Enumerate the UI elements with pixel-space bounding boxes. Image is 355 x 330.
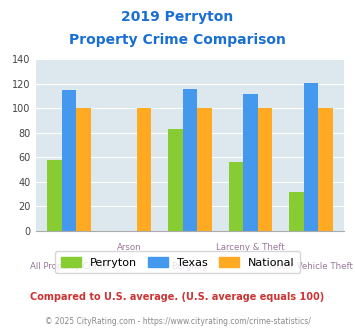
- Bar: [76, 109, 91, 231]
- Bar: [137, 109, 151, 231]
- Bar: [183, 89, 197, 231]
- Text: Burglary: Burglary: [171, 262, 208, 271]
- Legend: Perryton, Texas, National: Perryton, Texas, National: [55, 251, 300, 273]
- Bar: [318, 109, 333, 231]
- Text: Arson: Arson: [117, 243, 142, 252]
- Text: Larceny & Theft: Larceny & Theft: [216, 243, 285, 252]
- Text: All Property Crime: All Property Crime: [30, 262, 108, 271]
- Bar: [197, 109, 212, 231]
- Text: © 2025 CityRating.com - https://www.cityrating.com/crime-statistics/: © 2025 CityRating.com - https://www.city…: [45, 317, 310, 326]
- Bar: [229, 162, 243, 231]
- Bar: [168, 129, 183, 231]
- Bar: [243, 94, 258, 231]
- Bar: [289, 192, 304, 231]
- Bar: [47, 160, 61, 231]
- Text: Motor Vehicle Theft: Motor Vehicle Theft: [269, 262, 353, 271]
- Bar: [304, 83, 318, 231]
- Text: Compared to U.S. average. (U.S. average equals 100): Compared to U.S. average. (U.S. average …: [31, 292, 324, 302]
- Bar: [258, 109, 272, 231]
- Bar: [61, 90, 76, 231]
- Text: Property Crime Comparison: Property Crime Comparison: [69, 33, 286, 47]
- Text: 2019 Perryton: 2019 Perryton: [121, 10, 234, 24]
